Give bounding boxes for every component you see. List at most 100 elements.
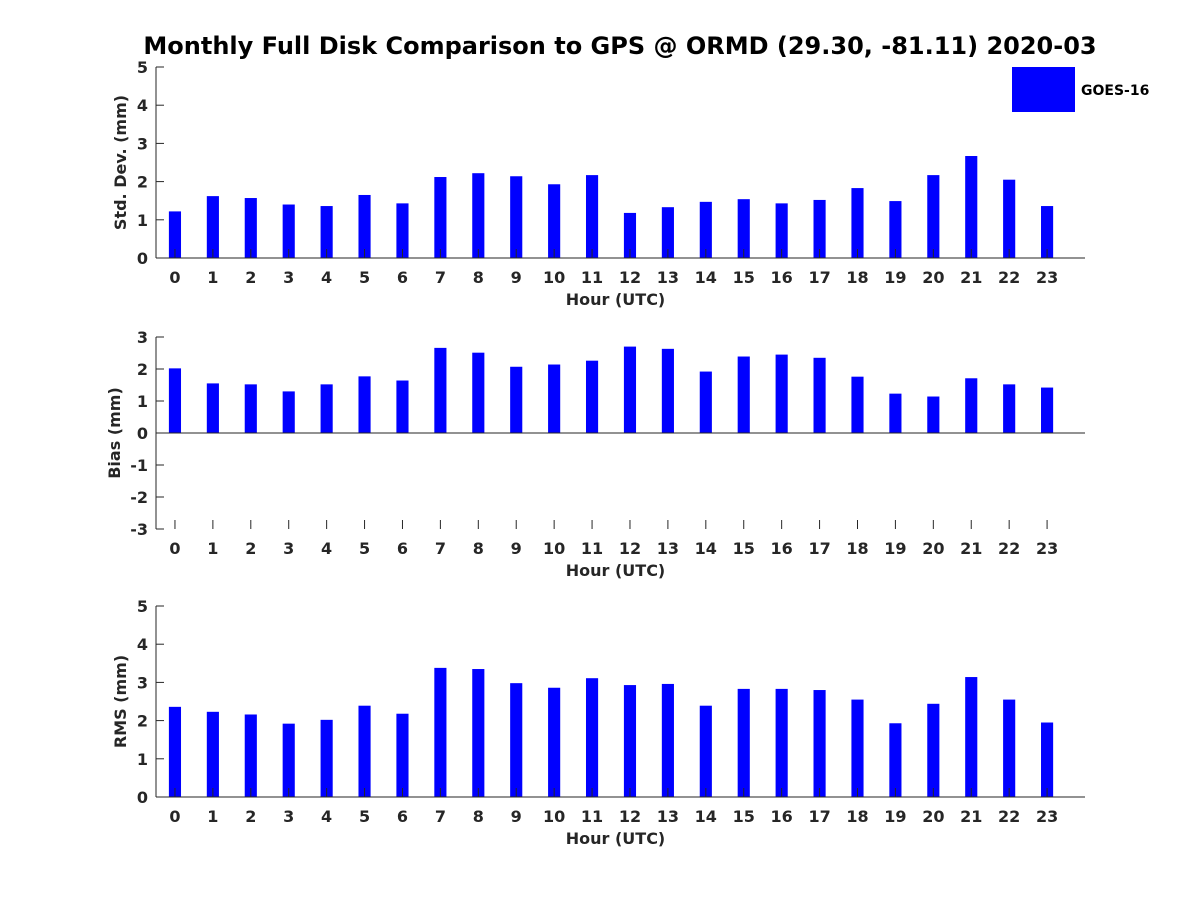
bar-15: [737, 688, 750, 797]
x-tick-label: 14: [695, 807, 717, 826]
x-tick-label: 7: [435, 539, 446, 558]
x-tick-label: 6: [397, 807, 408, 826]
x-tick-label: 20: [922, 268, 944, 287]
y-axis-label: RMS (mm): [111, 655, 130, 748]
y-tick-label: 5: [137, 597, 148, 616]
x-tick-label: 19: [884, 807, 906, 826]
bar-2: [244, 384, 257, 433]
x-tick-label: 21: [960, 539, 982, 558]
bar-3: [282, 391, 295, 433]
x-tick-label: 14: [695, 268, 717, 287]
bar-20: [927, 396, 940, 433]
x-tick-label: 3: [283, 268, 294, 287]
bar-2: [244, 714, 257, 797]
x-tick-label: 4: [321, 539, 332, 558]
bar-6: [396, 713, 409, 797]
x-tick-label: 13: [657, 807, 679, 826]
x-tick-label: 7: [435, 807, 446, 826]
bar-0: [168, 706, 182, 797]
x-tick-label: 9: [511, 807, 522, 826]
legend-label: GOES-16: [1081, 83, 1149, 99]
bar-5: [358, 194, 371, 258]
bar-9: [510, 683, 523, 797]
x-tick-label: 4: [321, 268, 332, 287]
x-tick-label: 7: [435, 268, 446, 287]
bar-23: [1041, 206, 1054, 258]
bar-20: [927, 175, 940, 258]
bar-0: [168, 211, 182, 258]
x-tick-label: 8: [473, 539, 484, 558]
x-tick-label: 10: [543, 268, 565, 287]
x-tick-label: 1: [207, 268, 218, 287]
x-tick-label: 13: [657, 539, 679, 558]
bar-19: [889, 393, 902, 433]
x-tick-label: 23: [1036, 268, 1058, 287]
x-tick-label: 4: [321, 807, 332, 826]
x-tick-label: 15: [733, 268, 755, 287]
bar-4: [320, 384, 333, 433]
x-tick-label: 5: [359, 539, 370, 558]
bar-10: [548, 184, 561, 258]
bar-3: [282, 204, 295, 258]
bar-1: [206, 383, 219, 433]
x-tick-label: 9: [511, 539, 522, 558]
y-axis-label: Std. Dev. (mm): [111, 95, 130, 230]
x-tick-label: 8: [473, 268, 484, 287]
y-tick-label: 1: [137, 211, 148, 230]
x-tick-label: 17: [808, 539, 830, 558]
bar-22: [1003, 179, 1016, 258]
x-tick-label: 10: [543, 807, 565, 826]
bar-8: [472, 173, 485, 258]
bar-18: [851, 376, 864, 433]
bar-4: [320, 206, 333, 258]
y-axis-label: Bias (mm): [105, 387, 124, 479]
bar-5: [358, 376, 371, 433]
bar-6: [396, 380, 409, 433]
bar-4: [320, 719, 333, 797]
x-tick-label: 21: [960, 807, 982, 826]
bar-13: [661, 207, 674, 258]
x-tick-label: 19: [884, 268, 906, 287]
legend: GOES-16: [1012, 67, 1149, 112]
x-tick-label: 16: [771, 268, 793, 287]
y-tick-label: 5: [137, 58, 148, 77]
x-tick-label: 12: [619, 268, 641, 287]
y-tick-label: -1: [130, 456, 148, 475]
x-tick-label: 16: [771, 539, 793, 558]
x-tick-label: 8: [473, 807, 484, 826]
x-axis-label: Hour (UTC): [566, 290, 666, 309]
x-tick-label: 15: [733, 807, 755, 826]
x-tick-label: 23: [1036, 539, 1058, 558]
bar-8: [472, 669, 485, 797]
bar-21: [965, 156, 978, 258]
x-tick-label: 0: [169, 807, 180, 826]
x-tick-label: 18: [846, 268, 868, 287]
x-tick-label: 11: [581, 539, 603, 558]
x-tick-label: 23: [1036, 807, 1058, 826]
bar-0: [168, 368, 182, 433]
y-tick-label: 4: [137, 96, 148, 115]
x-axis-label: Hour (UTC): [566, 829, 666, 848]
x-tick-label: 3: [283, 807, 294, 826]
x-tick-label: 5: [359, 807, 370, 826]
x-tick-label: 2: [245, 807, 256, 826]
x-tick-label: 20: [922, 539, 944, 558]
bar-22: [1003, 384, 1016, 433]
y-tick-label: 2: [137, 712, 148, 731]
x-tick-label: 9: [511, 268, 522, 287]
bar-16: [775, 354, 788, 433]
x-tick-label: 18: [846, 807, 868, 826]
x-tick-label: 10: [543, 539, 565, 558]
bar-21: [965, 677, 978, 797]
x-tick-label: 2: [245, 268, 256, 287]
y-tick-label: 2: [137, 360, 148, 379]
y-tick-label: 3: [137, 134, 148, 153]
x-tick-label: 20: [922, 807, 944, 826]
x-tick-label: 12: [619, 807, 641, 826]
bar-1: [206, 196, 219, 258]
bar-17: [813, 690, 826, 797]
y-tick-label: 1: [137, 750, 148, 769]
